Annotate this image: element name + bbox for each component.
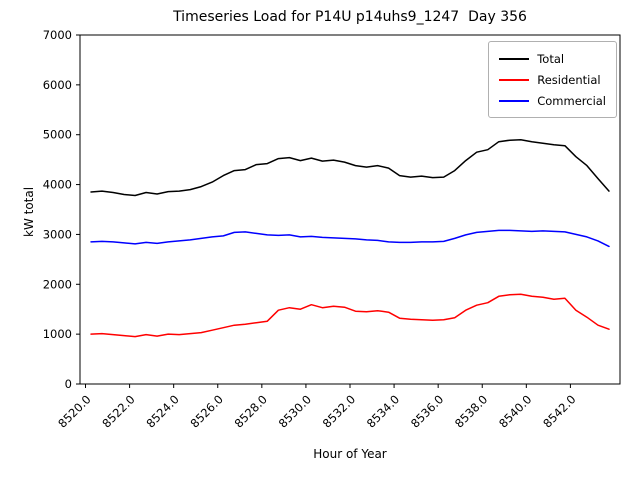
chart-title: Timeseries Load for P14U p14uhs9_1247 Da… — [173, 9, 527, 25]
series-line-commercial — [90, 229, 610, 248]
y-tick-label: 2000 — [43, 277, 72, 291]
legend-entry-commercial: Commercial — [499, 90, 606, 111]
y-tick-label: 5000 — [43, 128, 72, 142]
x-tick-label: 8526.0 — [188, 392, 226, 430]
x-tick-label: 8530.0 — [276, 392, 314, 430]
legend-entry-residential: Residential — [499, 69, 606, 90]
series-line-total — [90, 138, 610, 197]
legend-line-sample-residential — [499, 78, 530, 81]
x-tick-label: 8520.0 — [55, 392, 93, 430]
legend-entry-total: Total — [499, 48, 606, 69]
legend-label-commercial: Commercial — [537, 93, 606, 108]
y-axis-label: kW total — [22, 186, 36, 237]
y-tick-label: 3000 — [43, 227, 72, 241]
series-line-residential — [90, 293, 610, 338]
y-tick-label: 6000 — [43, 78, 72, 92]
legend: Total Residential Commercial — [488, 41, 617, 118]
y-tick-label: 4000 — [43, 178, 72, 192]
x-axis-label: Hour of Year — [313, 447, 387, 461]
y-tick-label: 7000 — [43, 28, 72, 42]
x-tick-label: 8532.0 — [320, 392, 358, 430]
x-tick-label: 8542.0 — [540, 392, 578, 430]
x-tick-label: 8524.0 — [143, 392, 181, 430]
x-tick-label: 8522.0 — [99, 392, 137, 430]
y-tick-label: 0 — [65, 377, 72, 391]
legend-line-sample-total — [499, 57, 530, 60]
x-tick-label: 8528.0 — [232, 392, 270, 430]
x-tick-label: 8534.0 — [364, 392, 402, 430]
legend-label-total: Total — [537, 51, 565, 66]
x-tick-label: 8536.0 — [408, 392, 446, 430]
x-tick-label: 8540.0 — [496, 392, 534, 430]
legend-line-sample-commercial — [499, 99, 530, 102]
y-tick-label: 1000 — [43, 327, 72, 341]
legend-label-residential: Residential — [537, 72, 601, 87]
x-tick-label: 8538.0 — [452, 392, 490, 430]
